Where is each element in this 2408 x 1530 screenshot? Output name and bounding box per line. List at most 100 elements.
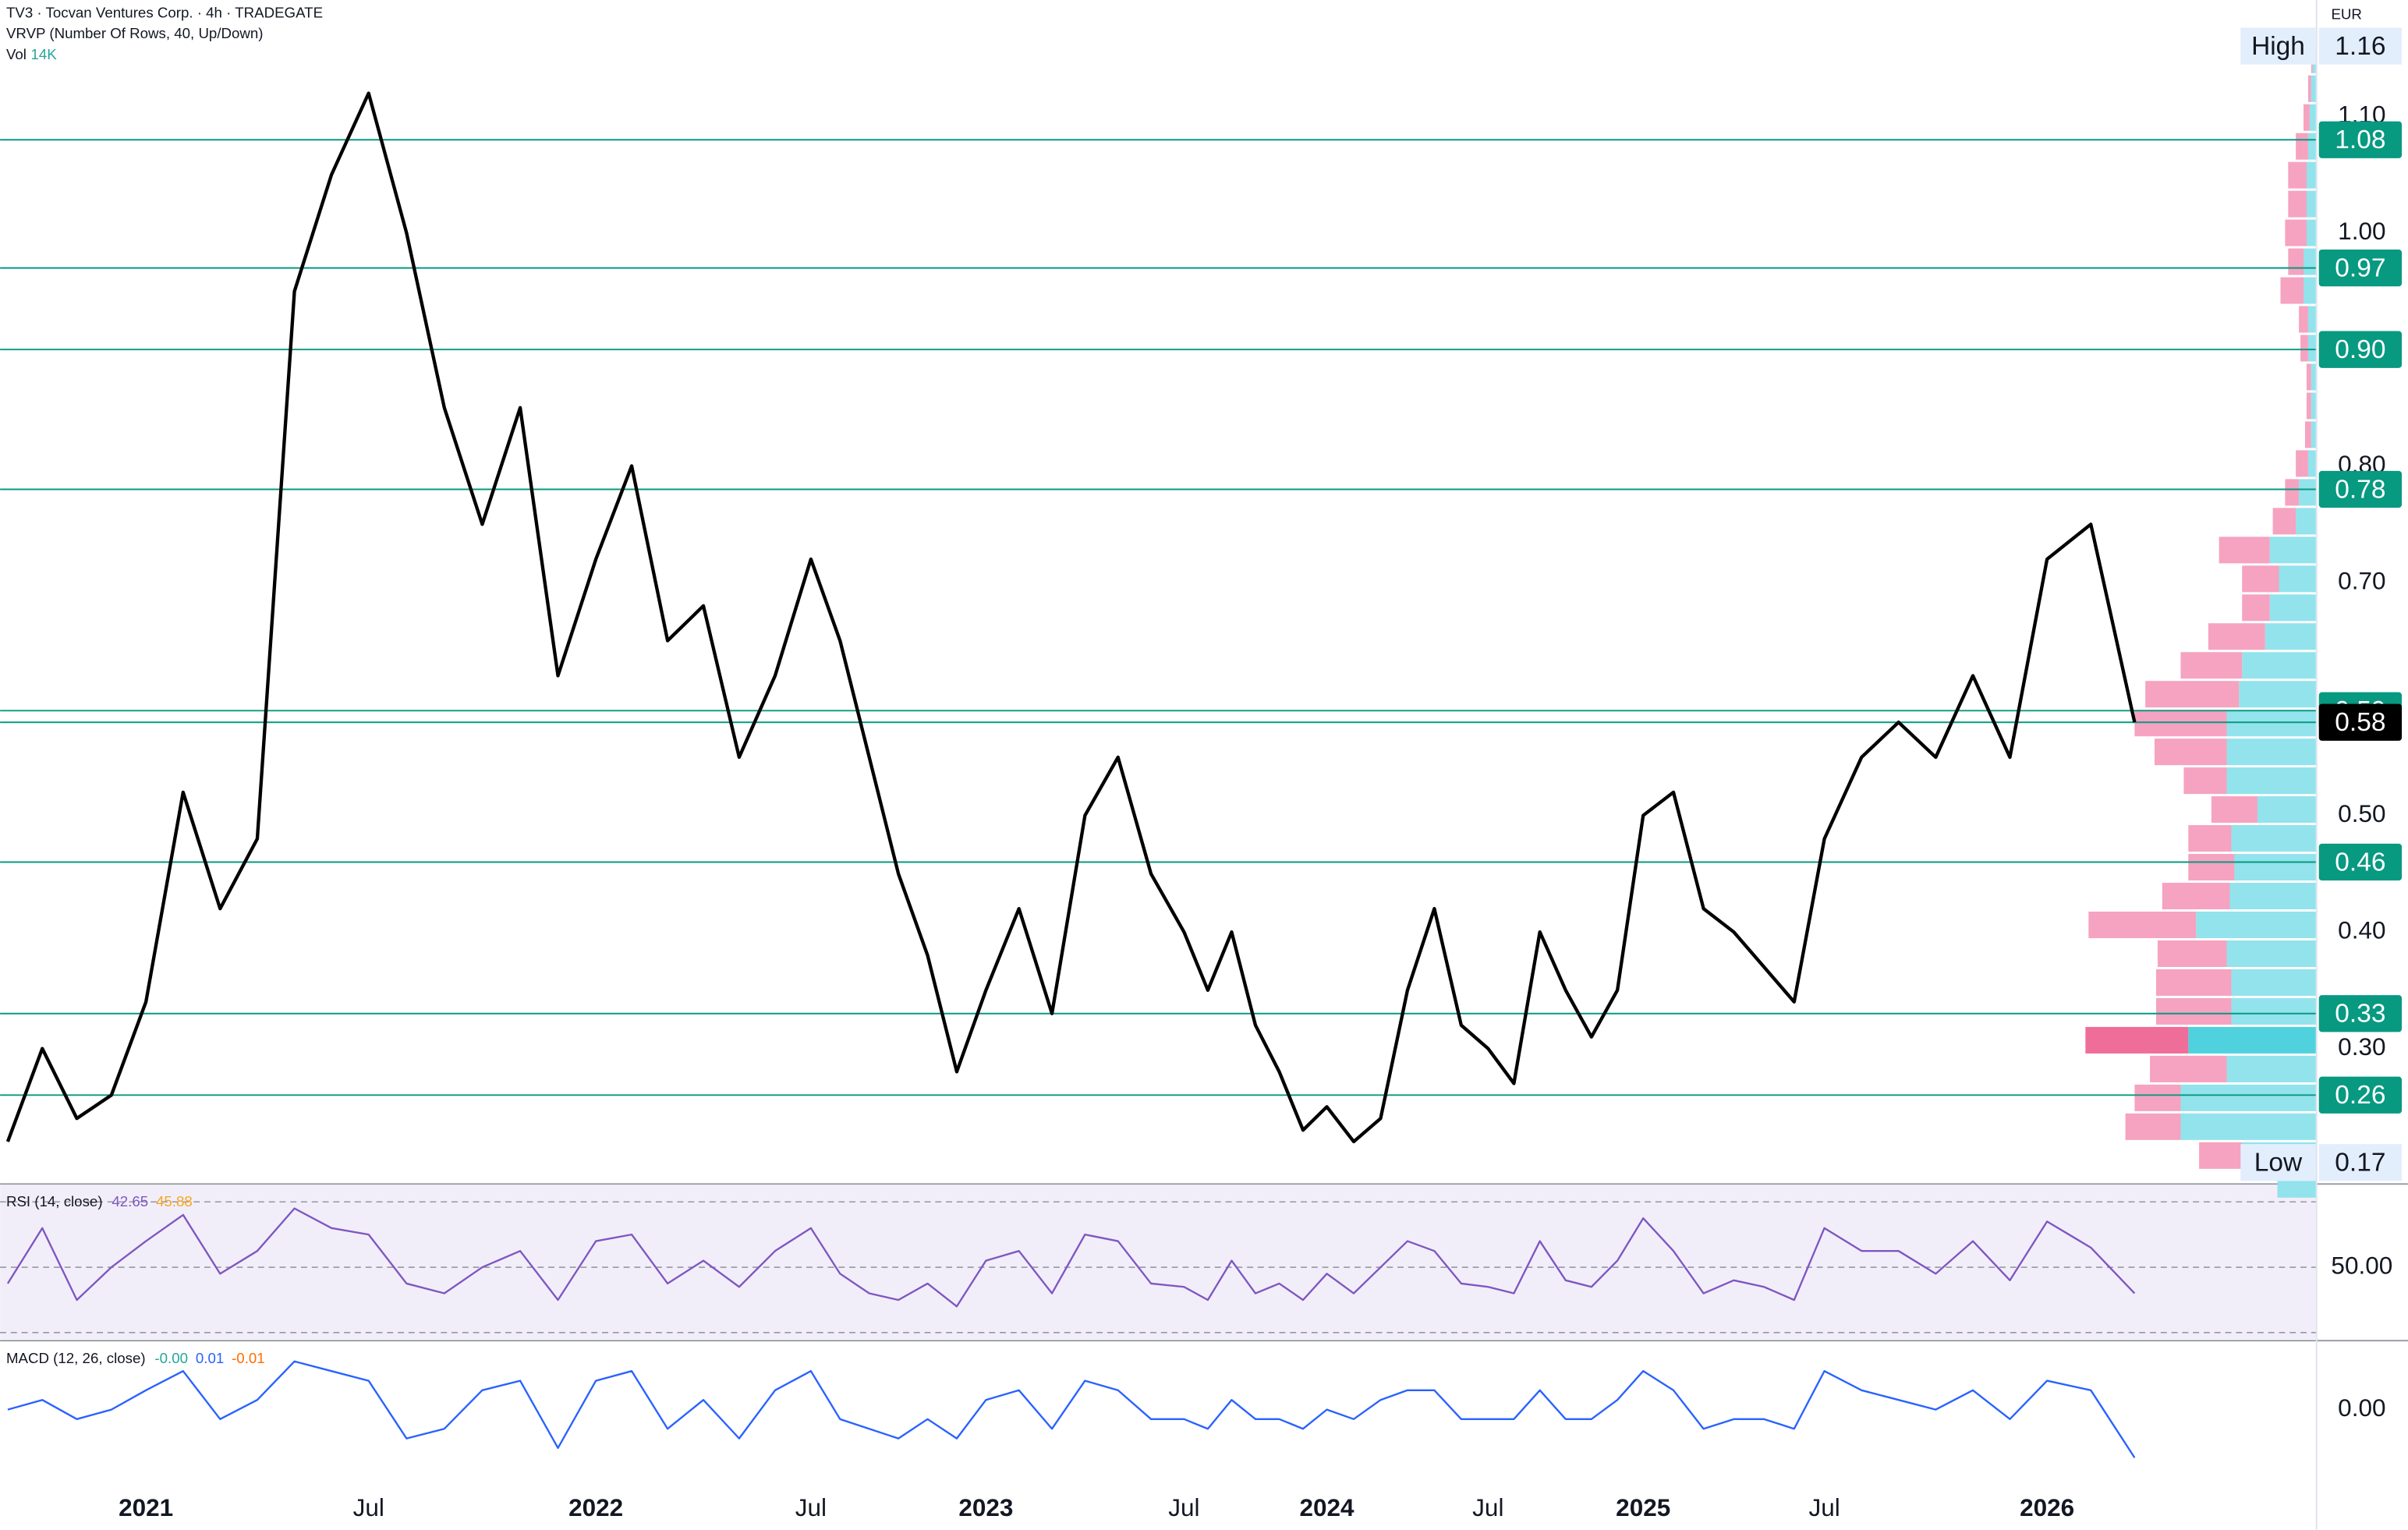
vp-down-bar xyxy=(2242,565,2279,593)
x-tick-label: 2022 xyxy=(568,1493,623,1521)
vp-up-bar xyxy=(2269,537,2316,564)
vp-down-bar xyxy=(2157,940,2227,968)
header-vol-value: 14K xyxy=(30,46,57,62)
unit-label: EUR xyxy=(2331,6,2361,23)
vp-down-bar xyxy=(2208,623,2265,650)
vp-up-bar xyxy=(2265,623,2316,650)
vp-down-bar xyxy=(2125,1113,2181,1140)
vp-up-bar xyxy=(2231,997,2316,1025)
vp-down-bar xyxy=(2155,997,2232,1025)
vp-up-bar xyxy=(2304,248,2316,275)
level-label: 0.97 xyxy=(2335,253,2385,282)
y-tick-label: 50.00 xyxy=(2331,1251,2392,1279)
vp-down-bar xyxy=(2288,190,2307,218)
series-line xyxy=(6,1207,2136,1308)
vp-down-bar xyxy=(2242,594,2270,622)
header-vrvp: VRVP (Number Of Rows, 40, Up/Down) xyxy=(6,25,264,41)
vp-down-bar xyxy=(2188,854,2235,881)
y-tick-label: 0.00 xyxy=(2338,1394,2385,1422)
low-name: Low xyxy=(2254,1149,2303,1178)
vp-down-bar xyxy=(2299,306,2308,333)
level-label: 0.58 xyxy=(2335,708,2385,737)
level-label-box xyxy=(2318,1076,2403,1114)
high-name: High xyxy=(2251,32,2305,61)
level-label-box xyxy=(2318,843,2403,881)
pane-legend-value: 0.01 xyxy=(196,1350,224,1366)
vp-up-bar xyxy=(2231,825,2316,852)
vp-up-bar xyxy=(2296,508,2316,535)
pane-legend-value: -0.00 xyxy=(154,1350,188,1366)
vp-up-bar xyxy=(2188,1026,2316,1054)
x-tick-label: Jul xyxy=(1472,1493,1503,1521)
y-tick-label: 0.40 xyxy=(2338,916,2385,944)
vp-down-bar xyxy=(2085,1026,2189,1054)
vp-up-bar xyxy=(2226,1055,2316,1082)
y-tick-label: 0.70 xyxy=(2338,566,2385,594)
vp-up-bar xyxy=(2196,912,2316,939)
x-tick-label: 2025 xyxy=(1616,1493,1670,1521)
vp-down-bar xyxy=(2162,883,2230,910)
level-label-box xyxy=(2318,703,2403,741)
vp-up-bar xyxy=(2311,363,2316,391)
vp-up-bar xyxy=(2307,335,2316,362)
vp-down-bar xyxy=(2154,738,2227,766)
pane-legend-value: -0.01 xyxy=(232,1350,265,1366)
level-label: 0.78 xyxy=(2335,475,2385,504)
vp-down-bar xyxy=(2145,681,2240,708)
vp-down-bar xyxy=(2306,363,2311,391)
vp-down-bar xyxy=(2150,1055,2227,1082)
x-tick-label: 2024 xyxy=(1300,1493,1355,1521)
vp-down-bar xyxy=(2285,219,2307,246)
level-label-box xyxy=(2318,121,2403,158)
vp-up-bar xyxy=(2226,767,2316,795)
header-title: TV3 · Tocvan Ventures Corp. · 4h · TRADE… xyxy=(6,5,323,21)
vp-up-bar xyxy=(2299,479,2316,506)
vp-up-bar xyxy=(2180,1084,2316,1111)
series-line xyxy=(7,1360,2136,1458)
vp-up-bar xyxy=(2307,133,2316,160)
vp-down-bar xyxy=(2296,133,2308,160)
level-label-box xyxy=(2318,995,2403,1032)
level-label: 0.90 xyxy=(2335,335,2385,364)
rsi-band-bg xyxy=(0,1185,2316,1340)
vp-down-bar xyxy=(2219,537,2270,564)
x-tick-label: 2021 xyxy=(119,1493,173,1521)
vp-down-bar xyxy=(2307,75,2311,102)
vp-down-bar xyxy=(2296,450,2308,477)
vp-up-bar xyxy=(2279,565,2316,593)
high-value-box xyxy=(2318,27,2403,65)
vp-up-bar xyxy=(2180,1113,2316,1140)
x-tick-label: Jul xyxy=(1168,1493,1199,1521)
vp-down-bar xyxy=(2183,767,2227,795)
vp-up-bar xyxy=(2311,421,2316,448)
vp-up-bar xyxy=(2306,161,2316,189)
vp-down-bar xyxy=(2199,1142,2243,1169)
vp-down-bar xyxy=(2272,508,2296,535)
vp-down-bar xyxy=(2088,912,2197,939)
pane-title: RSI (14, close) xyxy=(6,1193,103,1209)
vp-up-bar xyxy=(2239,681,2316,708)
x-tick-label: 2026 xyxy=(2020,1493,2074,1521)
vp-down-bar xyxy=(2306,392,2311,420)
level-label: 0.46 xyxy=(2335,848,2385,877)
vp-up-bar xyxy=(2307,450,2316,477)
vp-up-bar xyxy=(2311,75,2316,102)
vp-down-bar xyxy=(2300,335,2308,362)
series-line xyxy=(5,91,2137,1144)
x-tick-label: 2023 xyxy=(958,1493,1013,1521)
vp-up-bar xyxy=(2306,190,2316,218)
vp-down-bar xyxy=(2304,421,2311,448)
pane-legend-value: 42.65 xyxy=(112,1193,148,1209)
vp-up-bar xyxy=(2307,306,2316,333)
vp-down-bar xyxy=(2285,479,2300,506)
pane-title: MACD (12, 26, close) xyxy=(6,1350,146,1366)
x-tick-label: Jul xyxy=(353,1493,384,1521)
pane-legend-value: 45.88 xyxy=(156,1193,193,1209)
level-label-box xyxy=(2318,249,2403,287)
vp-down-bar xyxy=(2134,1084,2181,1111)
vp-down-bar xyxy=(2180,652,2243,679)
header-vol: Vol xyxy=(6,46,27,62)
level-label-box xyxy=(2318,331,2403,368)
